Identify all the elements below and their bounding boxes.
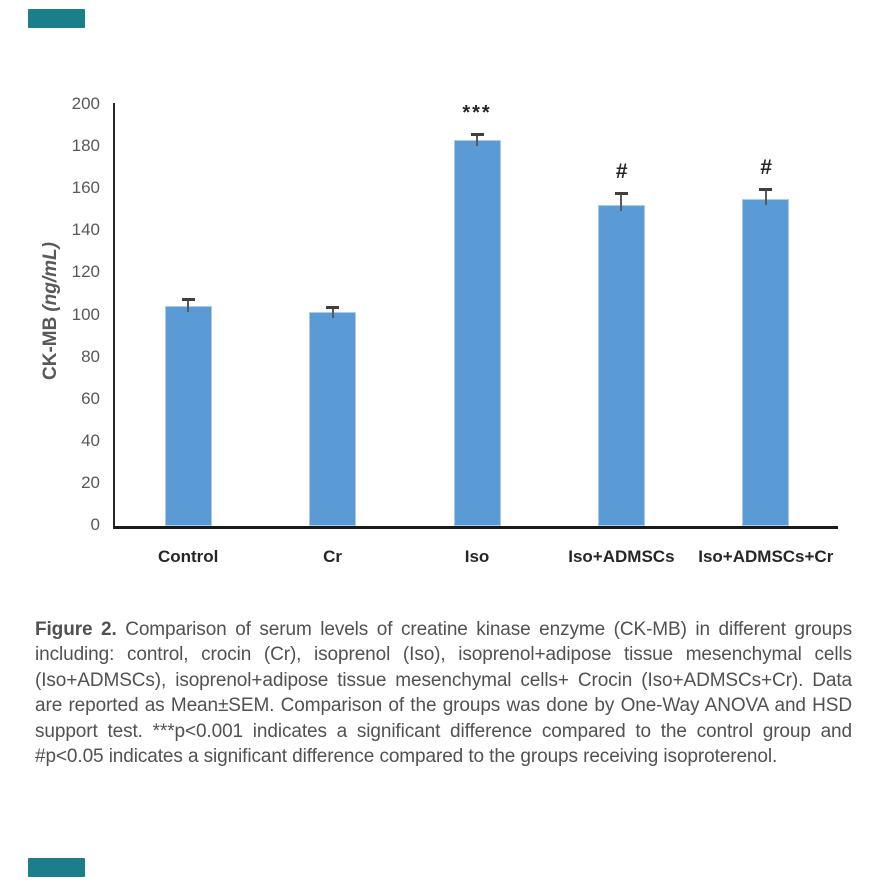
significance-annotation: # — [759, 156, 772, 180]
figure-caption-text: Comparison of serum levels of creatine k… — [35, 619, 852, 768]
y-tick-label: 160 — [71, 178, 100, 198]
significance-annotation: # — [615, 160, 628, 184]
bar-Iso+ADMSCs — [597, 205, 645, 526]
bar-Control — [164, 306, 212, 526]
page-corner-mark-bottom — [28, 858, 85, 877]
error-bar — [764, 188, 767, 205]
category-label-Iso: Iso — [464, 547, 490, 566]
y-tick-label: 20 — [81, 472, 100, 492]
y-tick-label: 140 — [71, 220, 100, 240]
category-label-Cr: Cr — [323, 547, 343, 566]
bar-chart: CK-MB(ng/mL) 0 20 40 60 80 100 120 140 160 180 200… — [40, 94, 838, 566]
category-label-Iso+ADMSCs+Cr: Iso+ADMSCs+Cr — [698, 547, 834, 566]
y-tick-label: 180 — [71, 136, 100, 156]
figure-caption-label: Figure 2. — [35, 619, 117, 640]
error-bar — [331, 306, 334, 319]
y-tick-label: 0 — [90, 515, 100, 534]
error-bar — [476, 133, 478, 146]
y-tick-label: 100 — [71, 304, 100, 324]
error-bar — [187, 297, 190, 313]
x-axis-line — [113, 526, 838, 529]
y-tick-label: 60 — [81, 388, 100, 408]
bar-Iso+ADMSCs+Cr — [742, 198, 790, 526]
figure-caption: Figure 2. Comparison of serum levels of … — [35, 617, 852, 769]
y-tick-label: 40 — [81, 430, 100, 450]
y-tick-label: 80 — [81, 346, 100, 366]
category-label-Iso+ADMSCs: Iso+ADMSCs — [568, 547, 675, 566]
error-bar-cap — [470, 133, 484, 137]
error-bar-cap — [181, 297, 195, 301]
category-label-Control: Control — [157, 547, 219, 566]
error-bar-cap — [326, 306, 340, 310]
error-bar-cap — [759, 188, 773, 192]
error-bar — [620, 192, 623, 212]
error-bar-cap — [614, 192, 628, 196]
y-axis-line — [113, 103, 115, 529]
bar-Iso — [453, 139, 501, 526]
page-corner-mark-top — [28, 9, 85, 28]
significance-annotation: *** — [462, 102, 492, 125]
y-tick-label: 120 — [71, 262, 100, 282]
y-tick-label: 200 — [71, 94, 100, 113]
bar-Cr — [309, 312, 357, 526]
